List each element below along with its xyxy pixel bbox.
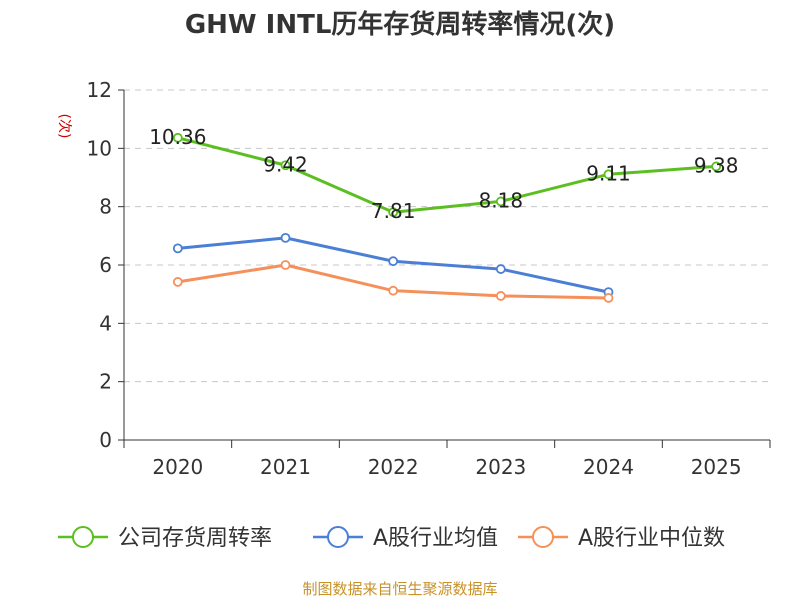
data-labels: 10.36 9.42 7.81 8.18 9.11 9.38 [149,125,738,223]
data-label: 9.11 [586,161,631,185]
data-point [388,285,399,296]
data-point [388,256,399,267]
legend-marker [72,526,94,548]
y-tick-label: 2 [99,370,112,394]
data-label: 8.18 [479,188,524,212]
y-axis-label: (次) [56,114,72,139]
y-tick-label: 6 [99,253,112,277]
data-point [172,277,183,287]
data-label: 10.36 [149,125,206,149]
y-tick-label: 10 [87,136,112,160]
legend-marker [532,526,554,548]
legend-item-3[interactable]: A股行业中位数 [518,526,725,551]
data-point [172,243,183,254]
data-point [388,207,399,218]
legend-label: A股行业均值 [373,526,498,551]
data-label: 7.81 [371,199,416,223]
y-tick-label: 8 [99,195,112,219]
axes [118,89,771,448]
data-label: 9.38 [694,153,739,177]
x-tick-label: 2022 [368,455,419,479]
data-point [280,232,291,243]
series-line-1 [177,136,717,214]
chart-title: GHW INTL历年存货周转率情况(次) [185,9,615,40]
y-tick-label: 0 [99,428,112,452]
data-label: 9.42 [263,152,308,176]
legend[interactable]: 公司存货周转率 A股行业均值 A股行业中位数 [58,526,725,551]
x-tick-label: 2024 [583,455,634,479]
data-point [495,264,506,274]
data-point [495,291,506,301]
y-tick-label: 12 [87,78,112,102]
data-point [711,161,722,172]
legend-item-1[interactable]: 公司存货周转率 [58,526,272,551]
data-point [280,160,291,171]
series-group [172,132,722,303]
x-tick-label: 2021 [260,455,311,479]
source-note: 制图数据来自恒生聚源数据库 [302,580,497,598]
x-tick-label: 2020 [152,455,203,479]
y-ticks: 0 2 4 6 8 10 12 [87,78,112,452]
data-point [280,260,291,270]
x-tick-label: 2023 [475,455,526,479]
x-ticks: 2020 2021 2022 2023 2024 2025 [152,455,741,479]
legend-marker [327,526,349,548]
data-point [603,169,614,180]
data-point [172,132,183,143]
y-tick-label: 4 [99,311,112,335]
data-point [603,293,614,303]
grid [124,89,770,383]
legend-label: A股行业中位数 [578,526,725,551]
legend-item-2[interactable]: A股行业均值 [313,526,498,551]
data-point [495,196,506,207]
x-tick-label: 2025 [691,455,742,479]
legend-label: 公司存货周转率 [118,526,272,551]
